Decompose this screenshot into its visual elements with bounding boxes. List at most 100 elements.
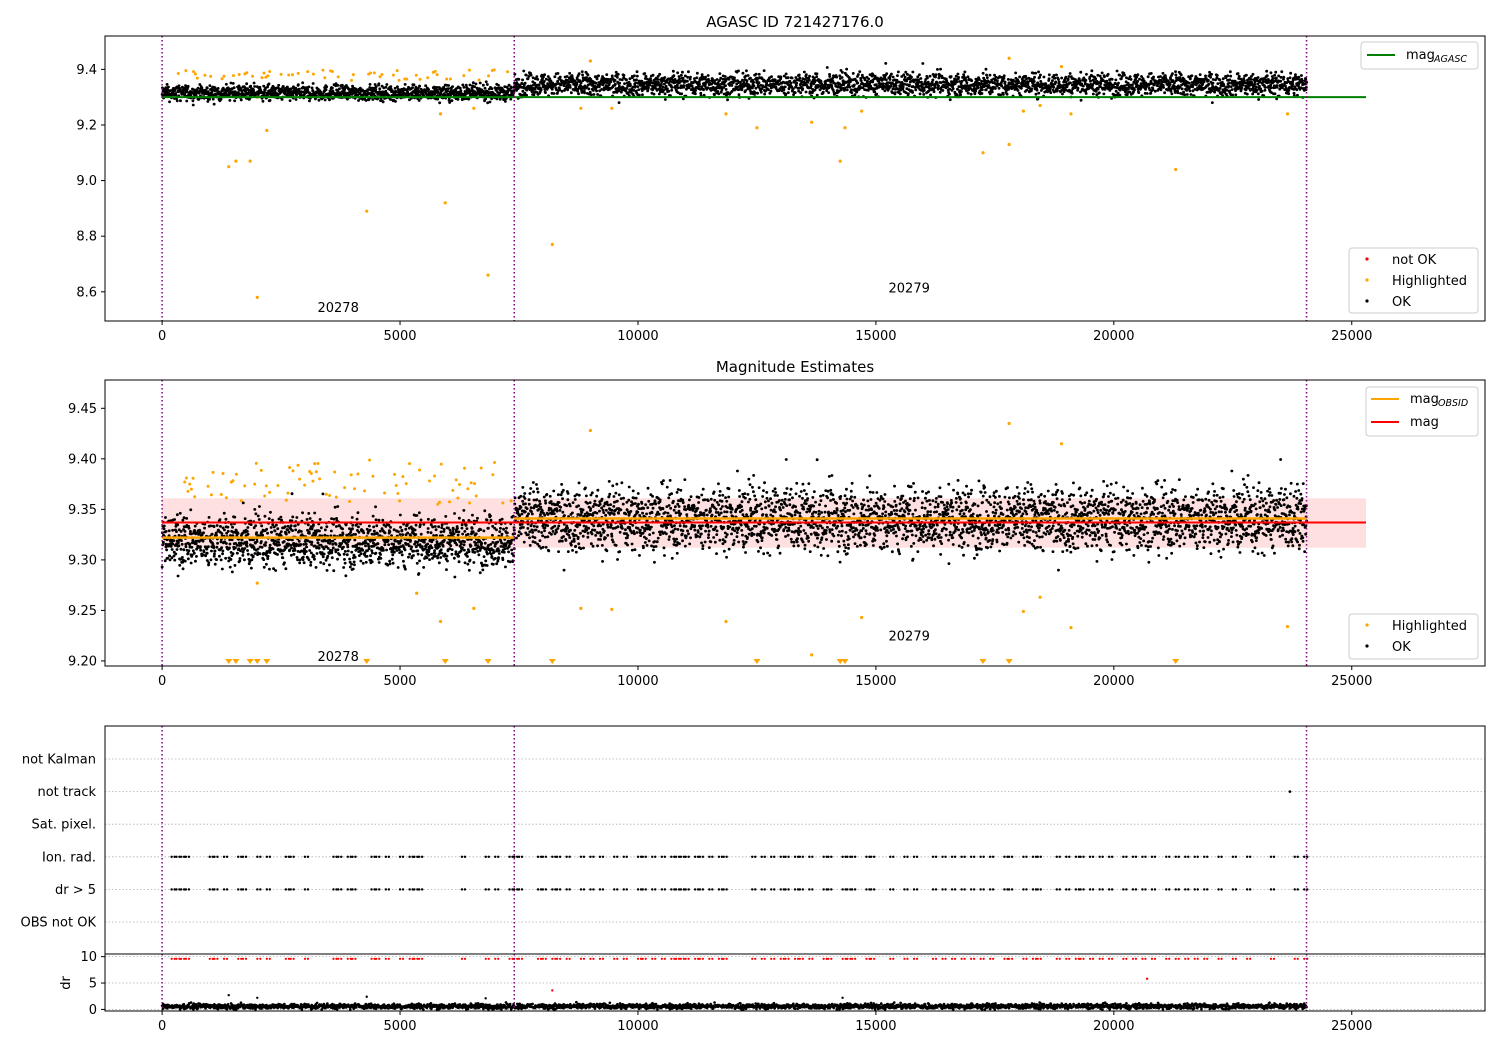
clipped-marker	[484, 659, 492, 664]
agasc-title: AGASC ID 721427176.0	[706, 13, 884, 31]
highlighted-point	[445, 77, 449, 81]
highlighted-point	[479, 466, 483, 470]
highlighted-point	[579, 106, 583, 110]
highlighted-point	[286, 491, 290, 495]
y-tick-label: 9.40	[68, 452, 97, 467]
highlighted-point	[474, 494, 478, 498]
y-tick-label: 9.35	[68, 503, 97, 518]
x-tick-label: 10000	[617, 674, 658, 689]
highlighted-point	[234, 159, 238, 163]
highlighted-point	[473, 482, 477, 486]
highlighted-point	[426, 76, 430, 80]
legend-ok-marker	[1365, 299, 1369, 303]
highlighted-point	[860, 109, 864, 113]
highlighted-point	[448, 500, 452, 504]
highlighted-point	[279, 72, 283, 76]
highlighted-point	[1285, 112, 1290, 116]
highlighted-point	[810, 653, 814, 657]
dr-panel: dr 0 5000 10000 15000 20000 25000 0 5 10	[59, 950, 1486, 1034]
highlighted-point	[1007, 56, 1011, 60]
highlighted-point	[176, 71, 180, 75]
category-label: not Kalman	[22, 753, 96, 768]
highlighted-point	[451, 488, 455, 492]
highlighted-point	[466, 487, 470, 491]
axes-frame	[104, 35, 1486, 322]
highlighted-point	[860, 615, 864, 620]
highlighted-point	[458, 483, 462, 487]
highlighted-point	[291, 469, 295, 473]
highlighted-point	[438, 112, 443, 116]
highlighted-point	[231, 479, 235, 483]
highlighted-point	[981, 151, 985, 155]
legend-mag-obsid-subscript: OBSID	[1438, 398, 1468, 409]
dr-outlier-point	[365, 995, 368, 998]
highlighted-point	[237, 73, 241, 77]
highlighted-point	[184, 69, 188, 73]
legend-mag-obsid-label: mag	[1410, 392, 1439, 407]
legend-ok-label: OK	[1392, 295, 1411, 310]
flags-panel: not Kalman not track Sat. pixel. Ion. rad. d…	[21, 725, 1486, 955]
highlighted-point	[220, 77, 224, 81]
highlighted-point	[843, 126, 847, 130]
category-label: Sat. pixel.	[32, 818, 96, 833]
obsid-label: 20279	[889, 282, 930, 297]
highlighted-point	[321, 68, 325, 72]
obsid-label: 20278	[317, 301, 358, 316]
x-tick-label: 20000	[1093, 329, 1134, 344]
category-label: dr > 5	[55, 883, 96, 898]
highlighted-point	[349, 78, 353, 82]
x-tick-label: 25000	[1331, 1019, 1372, 1034]
highlighted-point	[487, 74, 491, 78]
x-tick-label: 5000	[383, 674, 416, 689]
highlighted-point	[239, 499, 243, 503]
highlighted-point	[253, 482, 257, 486]
highlighted-point	[262, 71, 266, 75]
clipped-marker	[753, 659, 761, 664]
highlighted-point	[468, 68, 472, 72]
highlighted-point	[443, 201, 447, 205]
highlighted-point	[1021, 609, 1026, 614]
category-label: OBS not OK	[21, 916, 97, 931]
clipped-marker	[246, 659, 254, 664]
highlighted-point	[193, 72, 197, 76]
x-tick-label: 0	[158, 329, 166, 344]
x-tick-label: 25000	[1331, 674, 1372, 689]
y-tick-label: 8.8	[76, 230, 97, 245]
highlighted-point	[1069, 625, 1073, 630]
highlighted-point	[398, 499, 402, 503]
clipped-marker	[232, 659, 240, 664]
highlighted-point	[303, 483, 307, 487]
x-tick-label: 0	[158, 674, 166, 689]
highlighted-point	[1007, 142, 1011, 147]
highlighted-point	[428, 479, 432, 483]
y-tick-label: 9.4	[76, 63, 97, 78]
highlighted-point	[463, 466, 467, 470]
highlighted-point	[509, 499, 513, 503]
highlighted-point	[393, 472, 397, 476]
highlighted-point	[189, 487, 193, 491]
x-tick-label: 20000	[1093, 674, 1134, 689]
highlighted-point	[368, 458, 372, 462]
highlighted-point	[492, 460, 496, 464]
legend-highlighted-marker	[1365, 278, 1369, 282]
highlighted-point	[610, 106, 614, 110]
highlighted-point	[438, 619, 443, 624]
category-label: not track	[37, 785, 96, 800]
legend-not-ok-label: not OK	[1392, 253, 1437, 268]
dr-outlier-point	[551, 989, 554, 992]
estimates-legend-bottom: Highlighted OK	[1348, 613, 1479, 660]
y-tick-label: 8.6	[76, 285, 97, 300]
highlighted-point	[838, 159, 842, 163]
highlighted-point	[195, 76, 199, 80]
highlighted-point	[378, 75, 382, 79]
highlighted-point	[287, 73, 291, 77]
highlighted-point	[356, 472, 360, 476]
legend-est-ok-label: OK	[1392, 640, 1411, 655]
highlighted-point	[396, 491, 400, 495]
highlighted-point	[501, 501, 505, 505]
x-tick-label: 20000	[1093, 1019, 1134, 1034]
y-tick-label: 9.30	[68, 553, 97, 568]
highlighted-point	[211, 470, 215, 474]
highlighted-point	[206, 484, 210, 488]
